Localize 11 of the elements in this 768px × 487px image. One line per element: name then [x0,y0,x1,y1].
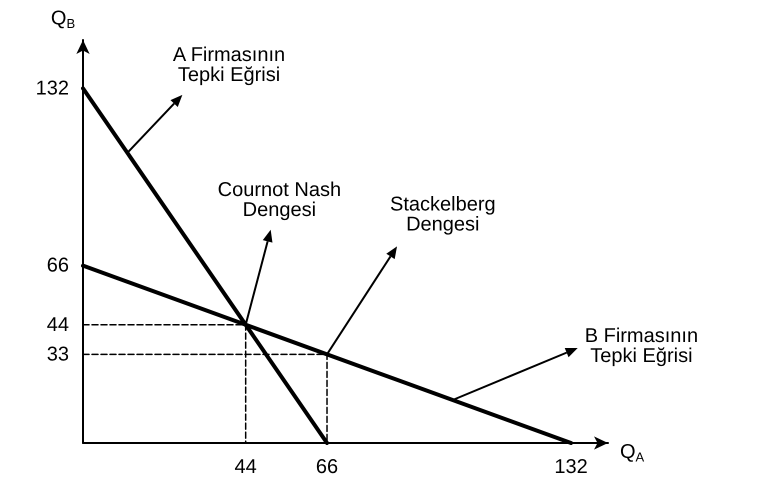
x-tick-label: 66 [316,456,338,478]
annotation: B Firmasının Tepki Eğrisi [584,325,698,368]
y-tick-label: 33 [46,343,69,366]
y-tick-label: 132 [36,77,69,100]
x-tick-label: 44 [234,456,257,478]
y-tick-label: 44 [46,314,69,336]
annotation: Stackelberg Dengesi [390,193,496,236]
x-tick-label: 132 [554,456,588,478]
annotation: Cournot Nash Dengesi [218,178,342,221]
annotation: A Firmasının Tepki Eğrisi [172,44,286,86]
y-tick-label: 66 [46,254,69,277]
